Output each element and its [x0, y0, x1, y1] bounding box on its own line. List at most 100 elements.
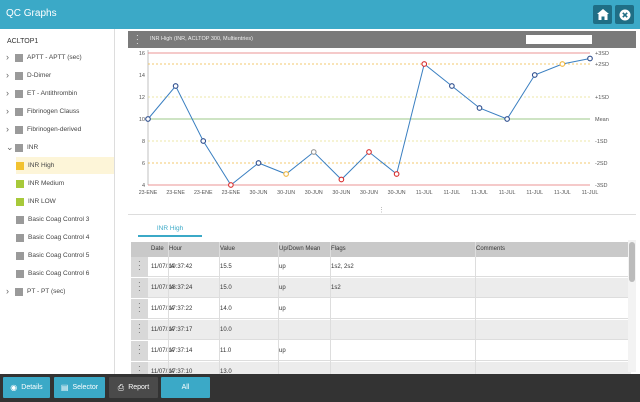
table-row[interactable]: · · · 11/07/14 19:37:42 15.5 up 1s2, 2s2 — [131, 257, 631, 277]
chart-header: · · · INR High (INR, ACLTOP 300, Multientr… — [128, 31, 636, 48]
data-point — [338, 176, 345, 183]
table-scrollbar[interactable] — [628, 240, 636, 372]
report-button[interactable]: ⎙ Report — [109, 377, 158, 398]
table-row[interactable]: · · · 11/07/14 17:37:14 11.0 up — [131, 341, 631, 361]
x-tick-label: 23-ENE — [139, 190, 158, 196]
status-square-icon — [15, 143, 23, 152]
table-cell-updown: up — [279, 285, 286, 291]
close-icon — [619, 9, 630, 20]
sidebar-item[interactable]: › Fibrinogen-derived — [6, 121, 114, 138]
home-icon — [596, 9, 609, 20]
data-point — [421, 61, 428, 67]
sidebar-item[interactable]: INR Medium — [16, 175, 114, 192]
chevron-down-icon[interactable]: ⌄ — [6, 142, 14, 152]
x-tick-label: 11-JUL — [582, 190, 599, 196]
sidebar-item[interactable]: Basic Coag Control 3 — [16, 211, 114, 228]
chart-title: INR High (INR, ACLTOP 300, Multientries) — [150, 36, 254, 42]
home-button[interactable] — [593, 5, 612, 24]
sd-label: +3SD — [595, 51, 609, 57]
x-tick-label: 23-ENE — [194, 190, 213, 196]
y-tick-label: 14 — [139, 73, 145, 79]
column-divider — [219, 242, 220, 382]
row-menu-handle[interactable]: ··· — [131, 320, 148, 340]
selector-button[interactable]: ▤ Selector — [54, 377, 105, 398]
status-square-icon — [16, 233, 24, 242]
y-tick-label: 6 — [142, 161, 145, 167]
sidebar-item[interactable]: › D-Dimer — [6, 67, 114, 84]
chart-menu-icon[interactable]: · · · — [136, 31, 139, 48]
close-button[interactable] — [615, 5, 634, 24]
panel-resize-grip-icon[interactable]: ⋮ — [378, 207, 385, 214]
x-tick-label: 30-JUN — [277, 190, 295, 196]
table-cell-value: 14.0 — [220, 306, 232, 312]
all-button[interactable]: All — [161, 377, 210, 398]
sidebar-item[interactable]: › APTT - APTT (sec) — [6, 49, 114, 66]
table-row[interactable]: · · · 11/07/14 17:37:17 10.0 — [131, 320, 631, 340]
sidebar-item-label: Fibrinogen Clauss — [27, 108, 80, 115]
sidebar-item-label: ET - Antithrombin — [27, 90, 78, 97]
table-cell-hour: 17:37:22 — [169, 306, 193, 312]
column-header[interactable]: Hour — [169, 246, 183, 252]
x-tick-label: 11-JUL — [526, 190, 543, 196]
column-header[interactable]: Up/Down Mean — [279, 246, 321, 252]
table-cell-flags: 1s2, 2s2 — [331, 264, 354, 270]
sidebar-item[interactable]: Basic Coag Control 6 — [16, 265, 114, 282]
chevron-right-icon[interactable]: › — [6, 106, 9, 116]
data-point — [587, 55, 593, 62]
column-divider — [475, 242, 476, 382]
table-cell-hour: 19:37:42 — [169, 264, 193, 270]
chevron-right-icon[interactable]: › — [6, 70, 9, 80]
table-cell-updown: up — [279, 264, 286, 270]
row-menu-handle[interactable]: ··· — [131, 341, 148, 361]
chevron-right-icon[interactable]: › — [6, 88, 9, 98]
status-square-icon — [15, 71, 23, 80]
sidebar-item[interactable]: Basic Coag Control 4 — [16, 229, 114, 246]
column-divider — [168, 242, 169, 382]
table-cell-value: 13.0 — [220, 369, 232, 375]
status-square-icon — [16, 179, 24, 188]
sidebar-item[interactable]: INR High — [16, 157, 114, 174]
sidebar-item[interactable]: › PT - PT (sec) — [6, 283, 114, 300]
table-cell-date: 11/07/14 — [151, 306, 174, 312]
sidebar-item[interactable]: Basic Coag Control 5 — [16, 247, 114, 264]
y-tick-label: 16 — [139, 51, 145, 57]
table-scrollbar-thumb[interactable] — [629, 242, 635, 282]
row-menu-handle[interactable]: ··· — [131, 299, 148, 319]
chart-search-input[interactable] — [526, 35, 592, 44]
row-menu-handle[interactable]: ··· — [131, 257, 148, 277]
status-square-icon — [15, 287, 23, 296]
all-label: All — [181, 384, 190, 391]
table-row[interactable]: · · · 11/07/14 18:37:24 15.0 up 1s2 — [131, 278, 631, 298]
y-tick-label: 4 — [142, 183, 145, 189]
data-point — [449, 83, 455, 89]
y-tick-label: 8 — [142, 139, 145, 145]
column-header[interactable]: Flags — [331, 246, 346, 252]
sidebar-item[interactable]: ⌄ INR — [6, 139, 114, 156]
data-point — [172, 83, 179, 89]
x-tick-label: 11-JUL — [444, 190, 461, 196]
status-square-icon — [16, 269, 24, 278]
sidebar-item-label: D-Dimer — [27, 72, 52, 79]
x-tick-label: 11-JUL — [554, 190, 571, 196]
x-tick-label: 23-ENE — [222, 190, 241, 196]
table-cell-value: 15.0 — [220, 285, 232, 291]
chevron-right-icon[interactable]: › — [6, 124, 9, 134]
sidebar-item[interactable]: › Fibrinogen Clauss — [6, 103, 114, 120]
tab-inr-high[interactable]: INR High — [138, 221, 202, 237]
chevron-right-icon[interactable]: › — [6, 286, 9, 296]
sidebar-item[interactable]: INR LOW — [16, 193, 114, 210]
x-tick-label: 30-JUN — [332, 190, 350, 196]
sidebar-item-label: Basic Coag Control 6 — [28, 270, 90, 277]
column-header[interactable]: Date — [151, 246, 164, 252]
details-button[interactable]: ◉ Details — [3, 377, 50, 398]
column-header[interactable]: Value — [220, 246, 235, 252]
column-header[interactable]: Comments — [476, 246, 506, 252]
sidebar-item[interactable]: › ET - Antithrombin — [6, 85, 114, 102]
report-label: Report — [128, 384, 150, 391]
x-tick-label: 11-JUL — [471, 190, 488, 196]
table-row[interactable]: · · · 11/07/14 17:37:22 14.0 up — [131, 299, 631, 319]
x-tick-label: 30-JUN — [360, 190, 378, 196]
table-cell-date: 11/07/14 — [151, 369, 174, 375]
row-menu-handle[interactable]: ··· — [131, 278, 148, 298]
chevron-right-icon[interactable]: › — [6, 52, 9, 62]
